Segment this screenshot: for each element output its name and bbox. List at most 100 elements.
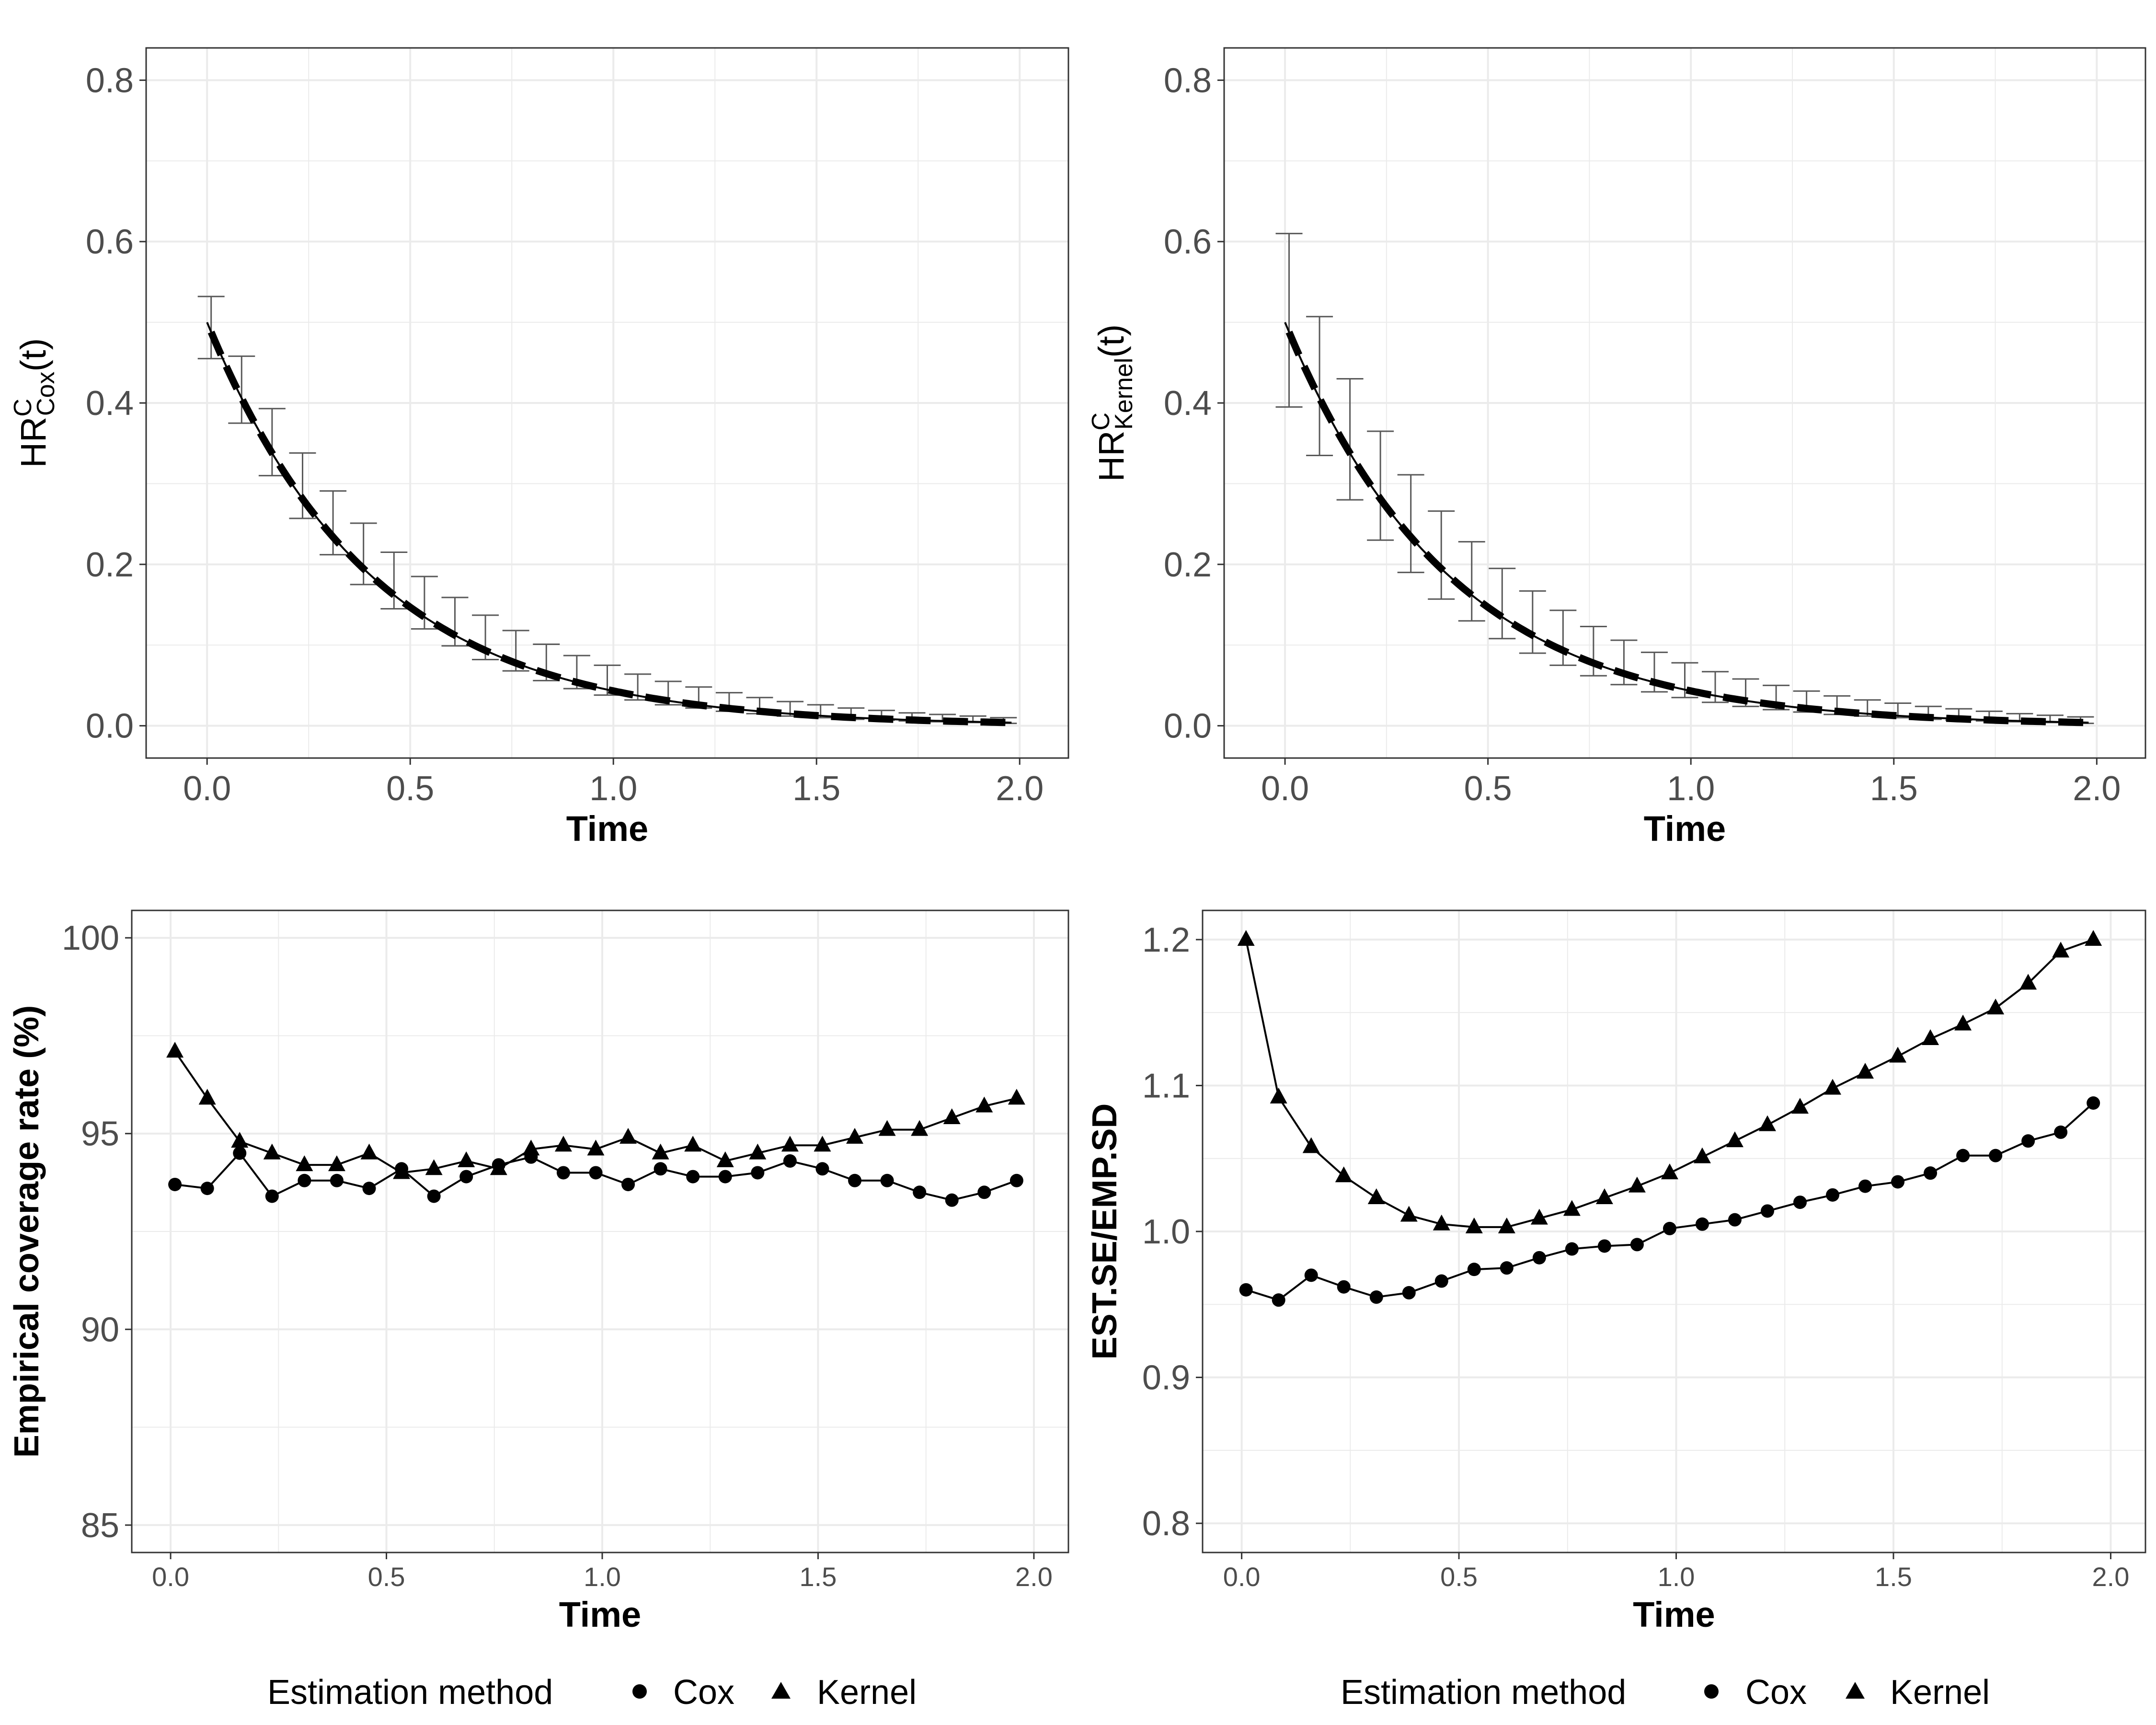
data-point-cox [1728,1213,1742,1227]
legend-cox-label: Cox [1745,1673,1807,1712]
data-point-cox [654,1162,667,1176]
data-point-kernel [1465,1217,1483,1233]
data-point-kernel [1302,1137,1320,1153]
data-point-cox [783,1154,797,1168]
panels: 0.0 0.5 1.0 1.5 2.0 0.0 0.2 0.4 0.6 0.8 Time HRCCox… [8,47,2146,1634]
data-point-cox [686,1170,700,1184]
y-tick-label: 0.0 [1164,707,1212,746]
data-point-cox [1760,1204,1774,1218]
series-line-true [1285,331,2085,726]
data-point-kernel [1954,1014,1972,1031]
y-axis-title: Empirical coverage rate (%) [8,1005,46,1458]
data-point-cox [1239,1283,1253,1297]
y-tick-label: 0.9 [1142,1359,1190,1397]
data-point-kernel [1661,1163,1678,1180]
data-point-cox [1272,1293,1285,1307]
data-point-kernel [490,1159,507,1175]
x-tick-label: 2.0 [996,770,1044,808]
data-point-kernel [1987,999,2005,1015]
x-tick-label: 1.5 [800,1562,837,1592]
data-point-cox [621,1177,635,1191]
x-tick-label: 0.0 [152,1562,189,1592]
data-point-kernel [1498,1217,1515,1233]
panel-top-right: 0.0 0.5 1.0 1.5 2.0 0.0 0.2 0.4 0.6 0.8 Time HRCKer… [1087,47,2146,849]
x-tick-label: 0.0 [1261,770,1309,808]
data-point-kernel [1726,1131,1743,1148]
data-point-cox [848,1173,862,1187]
data-point-cox [1695,1217,1709,1231]
data-point-kernel [1367,1188,1385,1204]
y-tick-label: 95 [81,1115,119,1153]
legend-kernel-label: Kernel [817,1673,917,1712]
data-point-cox [168,1177,182,1191]
x-tick-label: 0.5 [368,1562,405,1592]
data-point-kernel [1889,1046,1907,1063]
x-tick-label: 0.5 [1440,1562,1478,1592]
data-point-kernel [263,1143,281,1160]
x-axis-title: Time [566,809,648,849]
data-point-cox [1891,1175,1905,1189]
data-point-kernel [814,1136,831,1152]
data-point-cox [589,1166,603,1180]
data-point-kernel [1008,1089,1025,1105]
data-point-cox [1532,1251,1546,1265]
data-point-kernel [1563,1200,1581,1216]
data-point-kernel [1237,930,1255,946]
data-point-cox [815,1162,829,1176]
data-point-kernel [1857,1063,1874,1079]
data-point-kernel [425,1159,443,1175]
data-point-cox [1924,1166,1938,1180]
y-tick-label: 90 [81,1311,119,1349]
data-point-kernel [1530,1208,1548,1225]
data-point-cox [200,1182,214,1196]
x-axis-title: Time [1644,809,1726,849]
legend-kernel-label: Kernel [1890,1673,1990,1712]
y-tick-label: 100 [62,919,119,957]
data-point-cox [1663,1221,1676,1235]
x-tick-label: 1.0 [1667,770,1715,808]
data-point-kernel [1335,1166,1353,1183]
data-point-kernel [198,1089,216,1105]
data-point-kernel [1758,1115,1776,1131]
y-tick-label: 0.0 [86,707,134,746]
data-point-kernel [1791,1098,1809,1114]
data-point-kernel [458,1151,475,1167]
data-point-kernel [1400,1206,1418,1222]
data-point-cox [977,1185,991,1199]
data-point-cox [556,1166,570,1180]
data-point-cox [2021,1134,2035,1148]
data-point-cox [362,1182,376,1196]
data-point-cox [751,1166,765,1180]
data-point-kernel [911,1120,929,1136]
data-point-kernel [1824,1079,1842,1095]
data-point-cox [913,1185,927,1199]
x-tick-label: 1.5 [1870,770,1918,808]
data-point-cox [1597,1239,1611,1253]
data-point-kernel [975,1096,993,1113]
data-point-cox [1304,1268,1318,1282]
x-axis-title: Time [1633,1595,1715,1634]
y-tick-label: 0.4 [1164,384,1212,423]
data-point-cox [1434,1274,1448,1288]
data-point-cox [718,1170,732,1184]
data-point-cox [1467,1263,1481,1276]
data-point-kernel [878,1120,896,1136]
legend-cox-marker [1704,1684,1719,1699]
data-point-kernel [2085,930,2102,946]
x-tick-label: 1.0 [584,1562,621,1592]
data-point-kernel [846,1127,864,1144]
data-point-kernel [554,1136,572,1152]
legend-cox-marker [632,1684,647,1699]
legend-kernel-marker [771,1682,791,1699]
data-point-kernel [296,1155,313,1172]
y-tick-label: 85 [81,1506,119,1545]
data-point-kernel [1922,1029,1939,1045]
x-axis-title: Time [559,1595,641,1634]
data-point-kernel [166,1042,184,1058]
legend-title: Estimation method [1341,1673,1626,1712]
x-tick-label: 1.0 [1658,1562,1695,1592]
legend-cox-label: Cox [673,1673,734,1712]
data-point-kernel [2019,974,2037,990]
data-point-cox [1826,1188,1840,1202]
